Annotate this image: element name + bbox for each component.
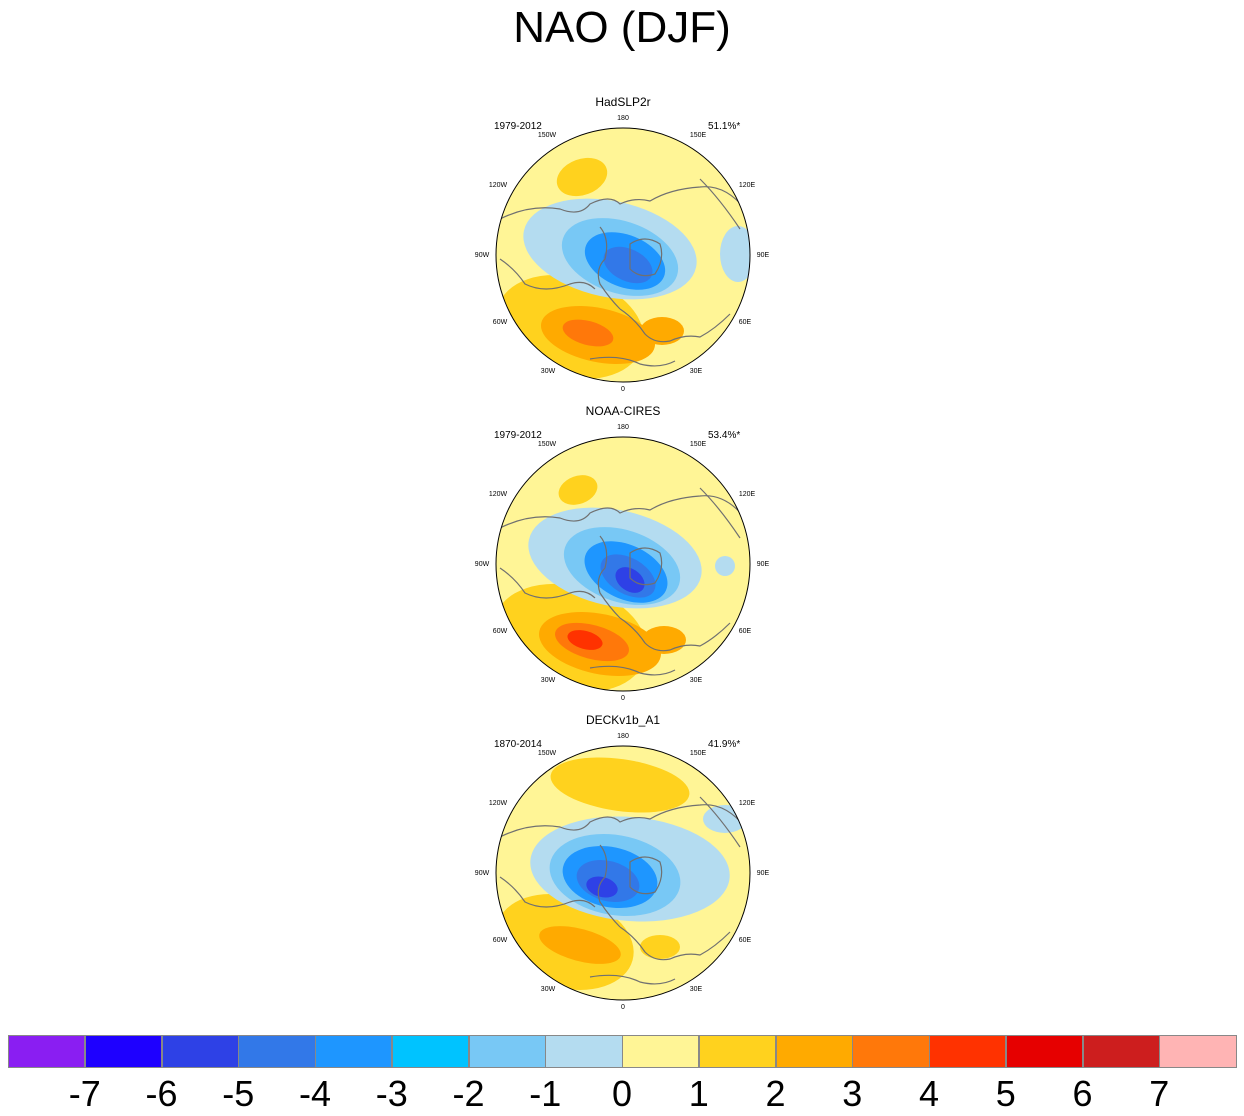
colorbar-swatch <box>1159 1035 1237 1068</box>
colorbar-swatch <box>545 1035 623 1068</box>
colorbar-tick-label: -6 <box>145 1073 178 1114</box>
panel-years: 1979-2012 <box>494 430 542 441</box>
svg-text:120E: 120E <box>739 182 756 189</box>
colorbar <box>8 1035 1237 1069</box>
colorbar-tick-label: -2 <box>452 1073 485 1114</box>
svg-text:0: 0 <box>621 1004 625 1011</box>
colorbar-tick-label: -7 <box>68 1073 101 1114</box>
svg-text:180: 180 <box>617 733 629 740</box>
svg-text:30W: 30W <box>541 368 556 375</box>
colorbar-swatch <box>1082 1035 1160 1068</box>
longitude-labels: 180 150E 120E 90E 60E 30E 0 30W 60W 90W … <box>475 115 770 393</box>
svg-text:90W: 90W <box>475 870 490 877</box>
panel-title: NOAA-CIRES <box>585 404 661 418</box>
svg-text:120E: 120E <box>739 800 756 807</box>
svg-text:30W: 30W <box>541 677 556 684</box>
colorbar-swatch <box>929 1035 1007 1068</box>
colorbar-swatch <box>238 1035 316 1068</box>
colorbar-swatch <box>775 1035 853 1068</box>
svg-text:150E: 150E <box>690 750 707 757</box>
colorbar-tick-label: -1 <box>529 1073 562 1114</box>
colorbar-swatch <box>8 1035 86 1068</box>
svg-text:90E: 90E <box>757 252 770 259</box>
svg-text:180: 180 <box>617 424 629 431</box>
svg-text:150W: 150W <box>538 132 557 139</box>
svg-text:0: 0 <box>621 386 625 393</box>
map-panel-noaa-cires: NOAA-CIRES 1979-2012 53.4%* <box>470 404 780 704</box>
svg-text:60W: 60W <box>493 937 508 944</box>
svg-text:90E: 90E <box>757 870 770 877</box>
colorbar-swatch <box>84 1035 162 1068</box>
colorbar-tick-label: 3 <box>842 1073 863 1114</box>
svg-text:60E: 60E <box>739 319 752 326</box>
panel-years: 1979-2012 <box>494 121 542 132</box>
svg-text:30E: 30E <box>690 986 703 993</box>
colorbar-tick-label: 4 <box>918 1073 940 1114</box>
svg-text:150E: 150E <box>690 132 707 139</box>
panel-years: 1870-2014 <box>494 739 542 750</box>
colorbar-swatch <box>161 1035 239 1068</box>
svg-text:120W: 120W <box>489 800 508 807</box>
colorbar-tick-label: 6 <box>1072 1073 1093 1114</box>
svg-text:30W: 30W <box>541 986 556 993</box>
colorbar-tick-label: 2 <box>765 1073 786 1114</box>
svg-text:120E: 120E <box>739 491 756 498</box>
svg-text:150E: 150E <box>690 441 707 448</box>
panel-variance-pct: 41.9%* <box>708 739 741 750</box>
svg-text:120W: 120W <box>489 182 508 189</box>
svg-text:150W: 150W <box>538 441 557 448</box>
colorbar-swatch <box>468 1035 546 1068</box>
longitude-labels: 180 150E 120E 90E 60E 30E 0 30W 60W 90W … <box>475 733 770 1011</box>
polar-map: 180 150E 120E 90E 60E 30E 0 30W 60W 90W … <box>475 424 770 702</box>
svg-text:30E: 30E <box>690 677 703 684</box>
colorbar-swatch <box>622 1035 700 1068</box>
longitude-labels: 180 150E 120E 90E 60E 30E 0 30W 60W 90W … <box>475 424 770 702</box>
panel-title: DECKv1b_A1 <box>585 713 661 727</box>
svg-text:150W: 150W <box>538 750 557 757</box>
svg-text:90W: 90W <box>475 561 490 568</box>
map-panel-hadslp2r: HadSLP2r 1979-2012 51.1%* <box>470 95 780 395</box>
colorbar-tick-label: 1 <box>688 1073 709 1114</box>
svg-text:120W: 120W <box>489 491 508 498</box>
colorbar-tick-label: -5 <box>222 1073 255 1114</box>
svg-text:60E: 60E <box>739 937 752 944</box>
svg-text:60W: 60W <box>493 319 508 326</box>
colorbar-tick-label: 0 <box>611 1073 633 1114</box>
colorbar-swatch <box>391 1035 469 1068</box>
panel-title: HadSLP2r <box>595 95 651 109</box>
colorbar-swatch <box>315 1035 393 1068</box>
polar-map: 180 150E 120E 90E 60E 30E 0 30W 60W 90W … <box>475 115 770 393</box>
panel-variance-pct: 53.4%* <box>708 430 741 441</box>
colorbar-swatch <box>852 1035 930 1068</box>
colorbar-swatch <box>698 1035 776 1068</box>
colorbar-swatch <box>1005 1035 1083 1068</box>
figure-title: NAO (DJF) <box>513 3 731 52</box>
polar-map: 180 150E 120E 90E 60E 30E 0 30W 60W 90W … <box>475 733 770 1011</box>
map-panel-deckv1b-a1: DECKv1b_A1 1870-2014 41.9%* <box>470 713 780 1013</box>
colorbar-tick-label: -4 <box>298 1073 331 1114</box>
svg-text:180: 180 <box>617 115 629 122</box>
colorbar-tick-label: 7 <box>1149 1073 1170 1114</box>
svg-text:90W: 90W <box>475 252 490 259</box>
svg-text:0: 0 <box>621 695 625 702</box>
svg-text:60W: 60W <box>493 628 508 635</box>
colorbar-tick-label: -3 <box>375 1073 408 1114</box>
colorbar-tick-label: 5 <box>995 1073 1016 1114</box>
svg-text:90E: 90E <box>757 561 770 568</box>
svg-text:30E: 30E <box>690 368 703 375</box>
svg-text:60E: 60E <box>739 628 752 635</box>
panel-variance-pct: 51.1%* <box>708 121 741 132</box>
